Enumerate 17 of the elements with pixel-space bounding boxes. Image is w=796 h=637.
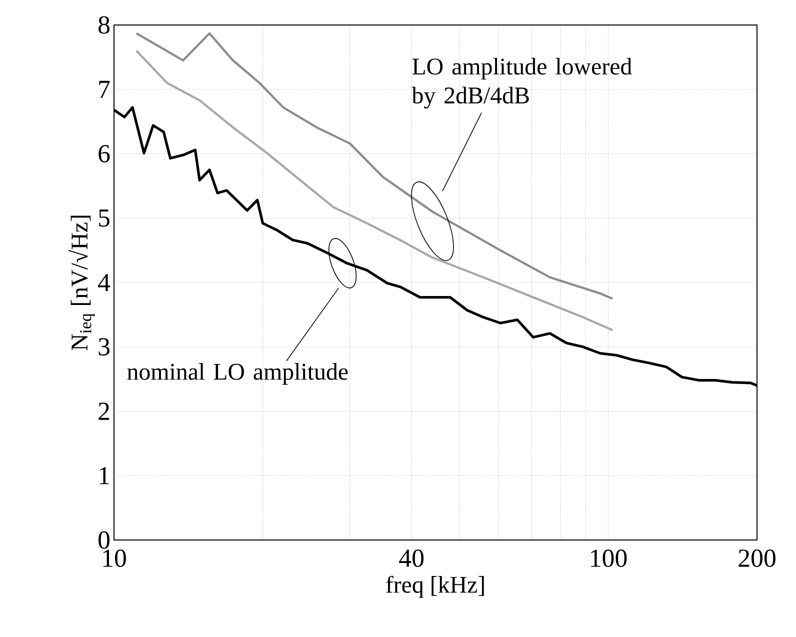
x-tick-label: 200 — [738, 549, 776, 567]
y-tick-label: 8 — [98, 16, 110, 34]
x-tick-label: 100 — [591, 549, 627, 567]
x-tick-label: 10 — [103, 549, 126, 567]
annotation: LO amplitude lowered by 2dB/4dB — [412, 58, 632, 108]
annotation: nominal LO amplitude — [127, 363, 348, 385]
y-tick-label: 6 — [98, 145, 110, 162]
y-tick-label: 5 — [99, 210, 110, 227]
y-tick-label: 4 — [98, 274, 110, 292]
y-tick-label: 7 — [99, 80, 110, 98]
y-tick-label: 0 — [98, 531, 110, 549]
y-tick-label: 1 — [100, 467, 109, 484]
x-tick-label: 40 — [399, 549, 424, 567]
x-axis-title: freq [kHz] — [386, 576, 484, 598]
y-tick-label: 3 — [98, 338, 110, 356]
y-tick-label: 2 — [98, 402, 110, 420]
y-axis-title: N$_{ieq}$ [nV/√Hz] — [68, 216, 95, 350]
